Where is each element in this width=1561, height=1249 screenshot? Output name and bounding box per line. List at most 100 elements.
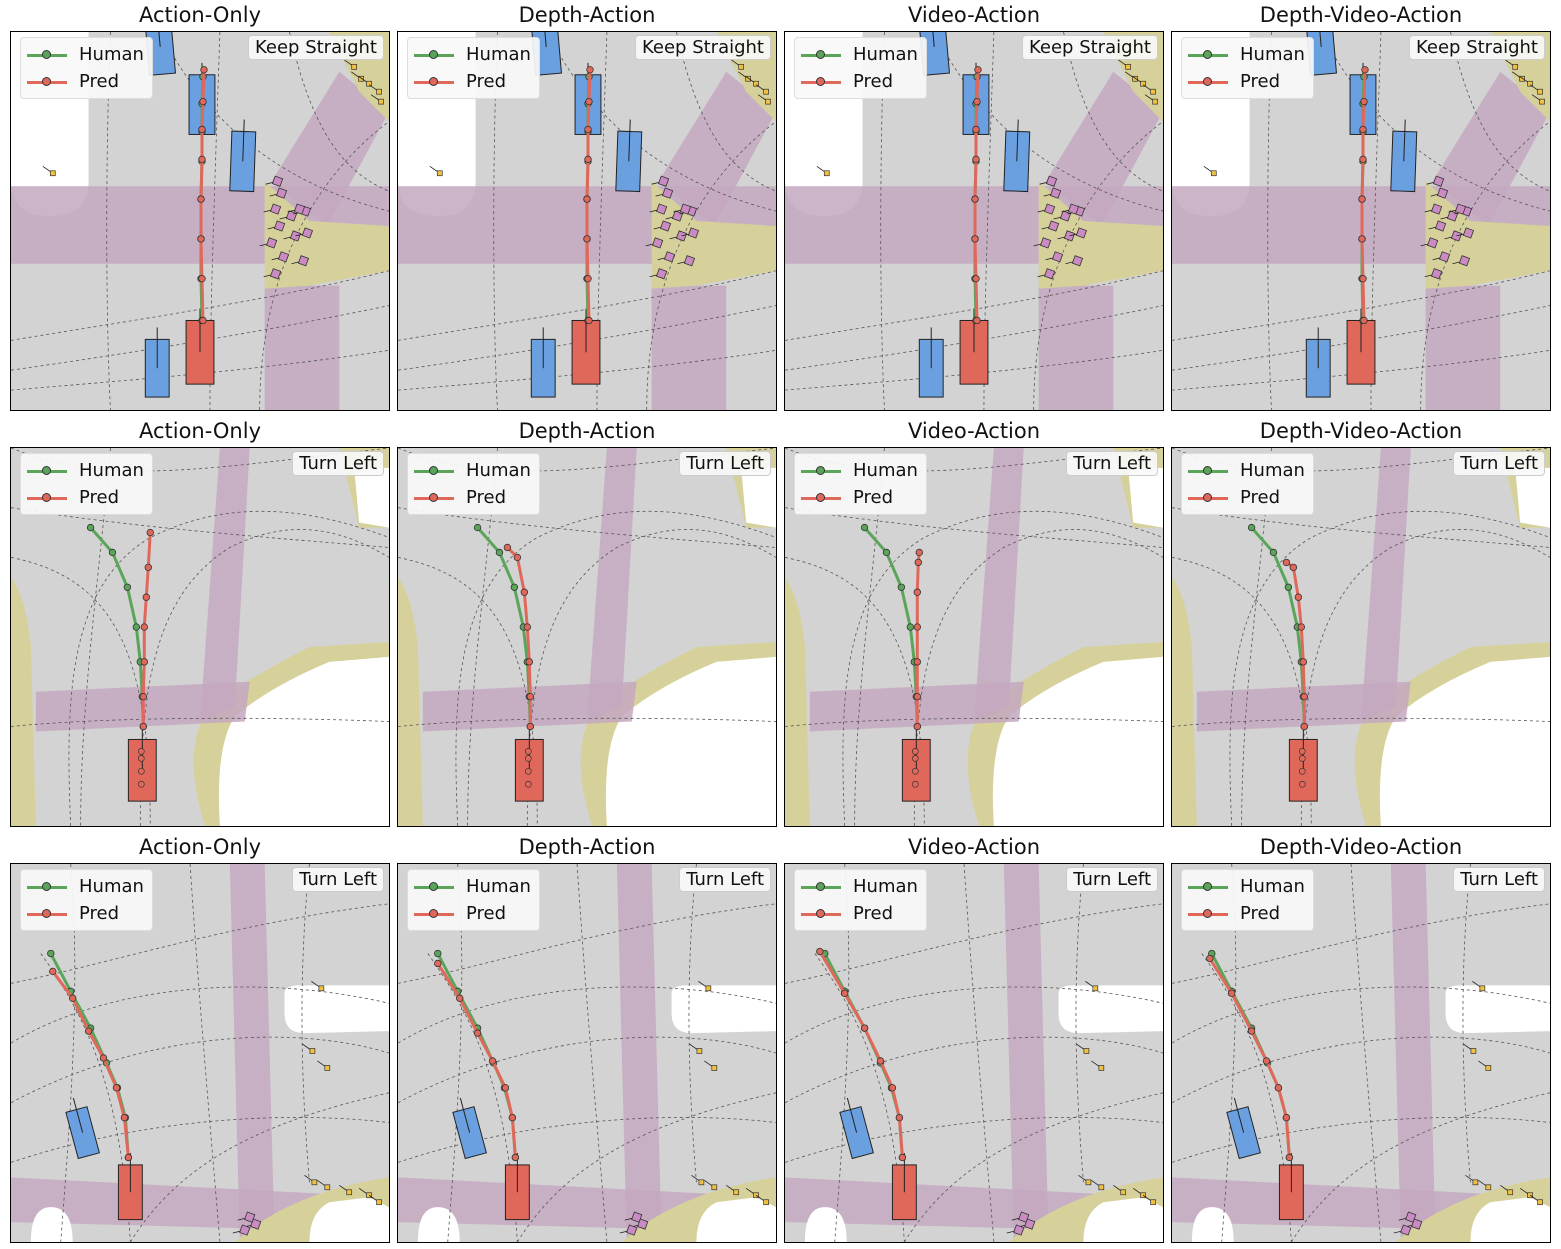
map-panel: Action-Only Human Pred Turn Left bbox=[10, 835, 390, 1243]
lane-centerline bbox=[1172, 903, 1550, 984]
ego-history-point bbox=[524, 755, 532, 762]
traffic-sign bbox=[753, 1192, 759, 1199]
pred-trajectory-point bbox=[972, 125, 980, 134]
pred-trajectory-point bbox=[972, 275, 980, 283]
offroad-area bbox=[417, 1207, 460, 1242]
traffic-sign bbox=[1470, 1048, 1477, 1054]
crosswalk bbox=[1361, 448, 1411, 722]
legend-human: Human bbox=[1188, 873, 1305, 900]
traffic-sign bbox=[1098, 1184, 1105, 1191]
pedestrian bbox=[1454, 203, 1467, 215]
pedestrian bbox=[277, 251, 290, 263]
map-panel: Video-Action Human Pred Turn Left bbox=[784, 419, 1164, 827]
traffic-sign bbox=[324, 1184, 331, 1191]
vehicle bbox=[918, 327, 944, 398]
legend-human-label: Human bbox=[853, 460, 918, 481]
ego-history-point bbox=[911, 755, 919, 762]
lane-centerline bbox=[785, 903, 1163, 984]
pedestrian bbox=[1430, 268, 1443, 280]
traffic-sign bbox=[346, 1189, 353, 1196]
pred-trajectory-point bbox=[508, 1113, 517, 1122]
pedestrian bbox=[269, 268, 282, 280]
legend: Human Pred bbox=[794, 869, 927, 931]
pred-trajectory-point bbox=[876, 1057, 885, 1065]
map-panel: Depth-Video-Action Human Pred Turn Left bbox=[1171, 419, 1551, 827]
pred-trajectory-point bbox=[583, 195, 591, 203]
traffic-sign bbox=[711, 1065, 718, 1071]
crosswalk bbox=[651, 285, 727, 410]
lane-centerline bbox=[1300, 529, 1550, 826]
legend-human-label: Human bbox=[466, 44, 531, 65]
traffic-sign bbox=[705, 985, 712, 992]
human-trajectory-point bbox=[47, 949, 55, 958]
pred-trajectory-line bbox=[585, 69, 592, 321]
legend-human-swatch bbox=[27, 48, 67, 62]
human-trajectory-point bbox=[882, 548, 891, 557]
pedestrian bbox=[1024, 1218, 1036, 1230]
pred-trajectory-point bbox=[112, 1084, 121, 1092]
pred-trajectory-point bbox=[1359, 275, 1367, 283]
traffic-sign bbox=[733, 1189, 740, 1196]
pred-trajectory-point bbox=[199, 316, 207, 325]
command-label: Turn Left bbox=[292, 451, 384, 476]
pedestrian bbox=[1400, 1224, 1412, 1236]
lane-centerline bbox=[130, 1092, 389, 1242]
pedestrian bbox=[637, 1218, 649, 1230]
sidewalk bbox=[1038, 181, 1163, 289]
human-trajectory-point bbox=[108, 548, 117, 557]
offroad-area bbox=[1058, 985, 1163, 1034]
traffic-sign bbox=[1539, 98, 1545, 105]
legend-human-swatch bbox=[1188, 464, 1228, 478]
panel-title: Action-Only bbox=[138, 419, 262, 443]
traffic-sign bbox=[696, 1048, 703, 1054]
pred-trajectory-point bbox=[888, 1084, 897, 1092]
pred-trajectory-point bbox=[200, 66, 208, 74]
legend-pred: Pred bbox=[27, 68, 144, 95]
traffic-sign bbox=[1083, 1048, 1090, 1054]
crosswalk bbox=[200, 448, 250, 722]
legend-pred: Pred bbox=[801, 68, 918, 95]
pred-trajectory-point bbox=[142, 593, 150, 601]
traffic-sign bbox=[1537, 1199, 1543, 1206]
offroad-area bbox=[354, 467, 389, 528]
pedestrian bbox=[659, 220, 672, 232]
legend-human-label: Human bbox=[466, 876, 531, 897]
lane-centerline bbox=[398, 1036, 776, 1104]
legend-pred-label: Pred bbox=[79, 903, 120, 924]
legend-pred: Pred bbox=[1188, 484, 1305, 511]
offroad-area bbox=[741, 467, 776, 528]
panel-title: Depth-Video-Action bbox=[1259, 3, 1463, 27]
human-trajectory-point bbox=[860, 523, 869, 532]
legend-pred-label: Pred bbox=[853, 487, 894, 508]
vehicle bbox=[615, 119, 643, 193]
command-label: Turn Left bbox=[679, 867, 771, 892]
offroad-area bbox=[1083, 1197, 1163, 1242]
legend: Human Pred bbox=[794, 453, 927, 515]
pred-trajectory-point bbox=[1247, 1027, 1256, 1035]
pred-trajectory-point bbox=[520, 588, 529, 596]
legend-pred-swatch bbox=[1188, 907, 1228, 921]
pred-trajectory-point bbox=[584, 125, 592, 134]
pedestrian bbox=[1040, 237, 1052, 249]
crosswalk bbox=[658, 71, 776, 226]
pred-trajectory-point bbox=[198, 125, 206, 134]
legend-pred: Pred bbox=[801, 484, 918, 511]
lane-centerline bbox=[517, 1092, 776, 1242]
traffic-sign bbox=[1132, 75, 1138, 82]
pred-trajectory-point bbox=[973, 316, 981, 325]
ego-history-point bbox=[524, 748, 532, 755]
pred-trajectory-point bbox=[585, 97, 593, 106]
lane-centerline bbox=[526, 529, 776, 826]
vehicle-heading bbox=[1403, 119, 1406, 162]
pedestrian bbox=[1432, 175, 1445, 187]
lane-centerline bbox=[11, 1036, 389, 1104]
ego-vehicle bbox=[959, 308, 989, 385]
legend-human: Human bbox=[1188, 457, 1305, 484]
bev-map bbox=[397, 447, 777, 827]
panel-title: Depth-Video-Action bbox=[1259, 419, 1463, 443]
pedestrian bbox=[239, 1224, 251, 1236]
pred-trajectory-point bbox=[140, 623, 148, 631]
bev-map bbox=[784, 31, 1164, 411]
lane-centerline bbox=[913, 529, 1163, 826]
lane-centerline bbox=[1229, 510, 1550, 826]
